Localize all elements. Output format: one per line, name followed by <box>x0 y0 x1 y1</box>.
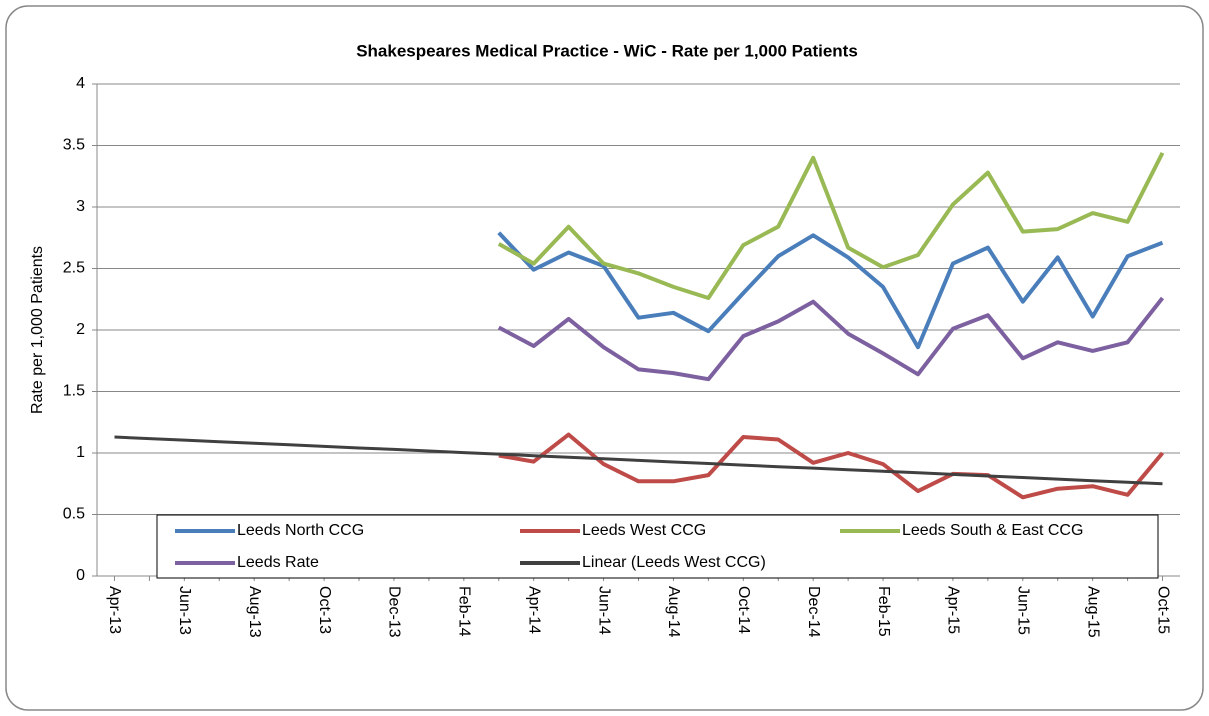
y-tick-label: 0.5 <box>63 506 85 523</box>
y-axis-label: Rate per 1,000 Patients <box>29 246 46 414</box>
series-line <box>497 296 1165 382</box>
y-tick-label: 4 <box>76 75 85 92</box>
legend: Leeds North CCG Leeds West CCG Leeds South… <box>156 514 1159 579</box>
x-tick-label: Apr-15 <box>945 586 962 634</box>
series-line <box>114 435 1163 486</box>
y-tick-label: 1 <box>76 444 85 461</box>
lines <box>114 151 1165 500</box>
x-tick-label: Dec-13 <box>386 586 403 638</box>
legend-box <box>156 514 1159 579</box>
y-tick-label: 1.5 <box>63 383 85 400</box>
legend-label: Leeds North CCG <box>237 522 364 539</box>
x-tick-label: Feb-14 <box>456 586 473 637</box>
x-tick-label: Oct-14 <box>735 586 752 634</box>
x-tick-label: Apr-13 <box>106 586 123 634</box>
x-tick-label: Feb-15 <box>875 586 892 637</box>
x-tick-label: Jun-13 <box>176 586 193 635</box>
legend-label: Leeds Rate <box>237 554 319 571</box>
chart-title: Shakespeares Medical Practice - WiC - Ra… <box>356 41 858 60</box>
y-tick-label: 2 <box>76 321 85 338</box>
legend-label: Linear (Leeds West CCG) <box>582 554 766 571</box>
y-tick-label: 3.5 <box>63 137 85 154</box>
x-tick-label: Aug-15 <box>1084 586 1101 638</box>
x-tick-label: Dec-14 <box>805 586 822 638</box>
y-tick-label: 3 <box>76 198 85 215</box>
y-tick-label: 0 <box>76 567 85 584</box>
legend-label: Leeds South & East CCG <box>902 522 1083 539</box>
series-line <box>498 432 1165 500</box>
x-tick-label: Oct-13 <box>316 586 333 634</box>
x-tick-label: Oct-15 <box>1154 586 1171 634</box>
series-line <box>497 231 1164 350</box>
x-tick-label: Apr-14 <box>525 586 542 634</box>
legend-label: Leeds West CCG <box>582 522 706 539</box>
x-tick-label: Aug-13 <box>246 586 263 638</box>
series-line <box>497 151 1165 300</box>
x-tick-label: Aug-14 <box>665 586 682 638</box>
x-tick-label: Jun-15 <box>1015 586 1032 635</box>
y-tick-label: 2.5 <box>63 260 85 277</box>
x-tick-label: Jun-14 <box>595 586 612 635</box>
